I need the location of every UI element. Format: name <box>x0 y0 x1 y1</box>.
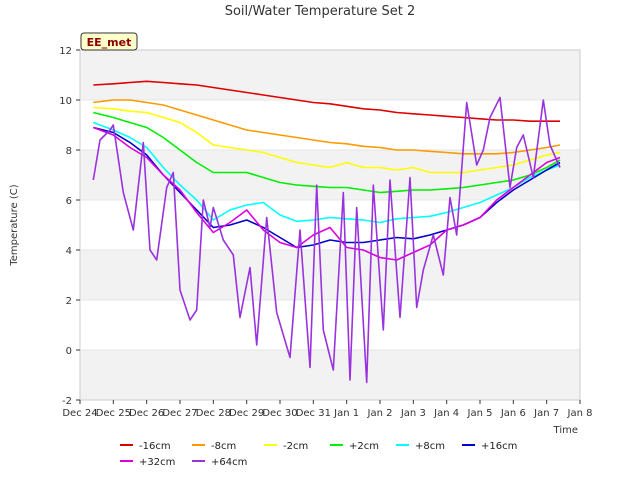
y-tick-label: 0 <box>66 346 72 357</box>
series-layer <box>92 80 561 384</box>
x-tick-label: Dec 27 <box>162 408 197 419</box>
x-tick-label: Dec 30 <box>262 408 297 419</box>
grid-band <box>80 50 580 100</box>
series-line-16cm <box>93 80 560 122</box>
x-tick-label: Dec 26 <box>129 408 164 419</box>
y-tick-label: -2 <box>62 396 72 407</box>
plot-background <box>80 50 580 400</box>
x-tick-label: Dec 29 <box>229 408 264 419</box>
y-tick-label: 8 <box>66 146 72 157</box>
y-axis-ticks: -2 0 2 4 6 8 10 12 <box>59 46 80 407</box>
x-axis-label: Time <box>553 425 578 436</box>
legend-item: +32cm <box>120 457 175 468</box>
legend-item: +64cm <box>192 457 247 468</box>
legend: -16cm -8cm -2cm +2cm +8cm +16cm +32cm +64cm <box>120 441 517 468</box>
legend-item: -16cm <box>120 441 171 452</box>
y-tick-label: 6 <box>66 196 72 207</box>
y-tick-label: 4 <box>66 246 72 257</box>
legend-label: +64cm <box>211 457 247 468</box>
x-tick-label: Jan 3 <box>400 408 426 419</box>
x-tick-label: Jan 5 <box>467 408 493 419</box>
plot-area <box>80 50 580 400</box>
legend-label: +16cm <box>481 441 517 452</box>
legend-item: -2cm <box>264 441 308 452</box>
chart-title: Soil/Water Temperature Set 2 <box>225 4 416 19</box>
legend-label: -16cm <box>139 441 171 452</box>
series-line-2cm <box>93 111 561 194</box>
x-tick-label: Jan 2 <box>367 408 393 419</box>
series-line-2cm <box>93 106 561 174</box>
y-tick-label: 2 <box>66 296 72 307</box>
legend-item: +8cm <box>396 441 445 452</box>
legend-item: +16cm <box>462 441 517 452</box>
x-tick-label: Jan 1 <box>333 408 359 419</box>
x-tick-label: Dec 24 <box>62 408 97 419</box>
x-tick-label: Jan 6 <box>500 408 526 419</box>
series-line-64cm <box>92 96 561 384</box>
legend-item: +2cm <box>330 441 379 452</box>
x-tick-label: Jan 8 <box>567 408 593 419</box>
legend-label: -2cm <box>283 441 308 452</box>
x-tick-label: Dec 28 <box>196 408 231 419</box>
legend-item: -8cm <box>192 441 236 452</box>
series-line-8cm <box>93 99 561 155</box>
y-axis-label: Temperature (C) <box>9 184 20 266</box>
x-tick-label: Jan 4 <box>433 408 459 419</box>
x-tick-label: Dec 25 <box>96 408 131 419</box>
y-tick-label: 10 <box>59 96 72 107</box>
legend-label: -8cm <box>211 441 236 452</box>
grid-band <box>80 250 580 300</box>
legend-label: +32cm <box>139 457 175 468</box>
x-tick-label: Jan 7 <box>533 408 559 419</box>
station-badge-box <box>80 32 138 51</box>
y-tick-label: 12 <box>59 46 72 57</box>
station-badge: EE_met <box>80 32 138 51</box>
x-tick-label: Dec 31 <box>296 408 331 419</box>
legend-label: +2cm <box>349 441 379 452</box>
plot-frame <box>79 49 581 401</box>
station-badge-label: EE_met <box>87 36 132 49</box>
legend-label: +8cm <box>415 441 445 452</box>
